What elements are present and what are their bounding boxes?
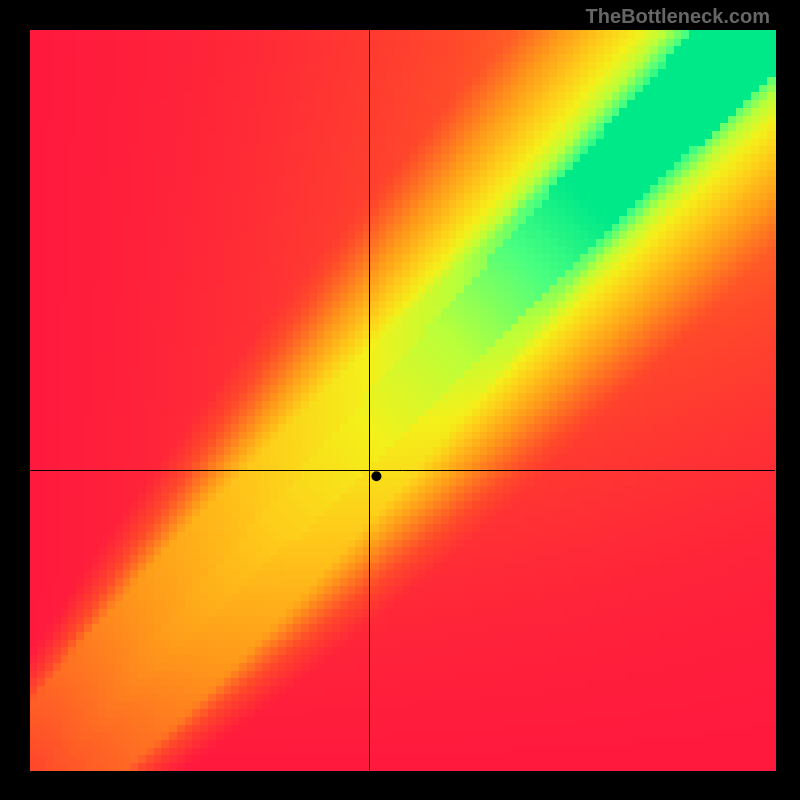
watermark-label: TheBottleneck.com xyxy=(586,6,770,29)
chart-container: TheBottleneck.com xyxy=(0,0,800,800)
bottleneck-heatmap xyxy=(0,0,800,800)
